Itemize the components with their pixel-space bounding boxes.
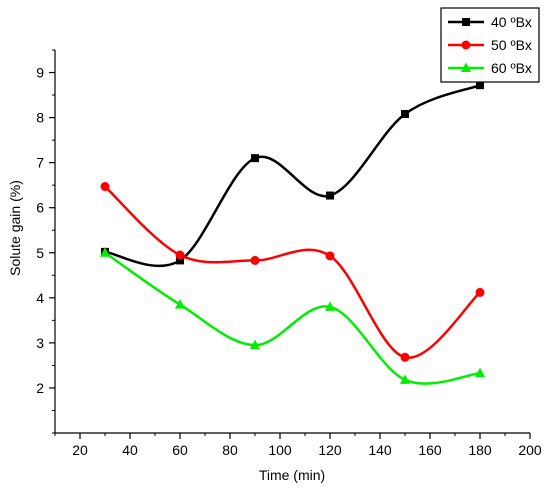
data-point xyxy=(475,287,485,297)
series-3 xyxy=(100,247,485,385)
x-axis-label: Time (min) xyxy=(259,467,325,483)
x-tick-label: 100 xyxy=(268,442,292,458)
data-point xyxy=(100,247,110,257)
legend-entry: 60 ºBx xyxy=(448,60,532,76)
x-tick-label: 80 xyxy=(222,442,238,458)
y-ticks: 2 3 4 5 6 7 8 9 xyxy=(36,49,55,434)
data-point xyxy=(251,154,259,163)
data-point xyxy=(100,182,110,192)
legend-entry: 50 ºBx xyxy=(448,37,532,53)
legend-label: 50 ºBx xyxy=(491,37,532,53)
data-point xyxy=(475,367,485,378)
legend-marker xyxy=(461,40,471,50)
y-tick-label: 2 xyxy=(36,380,44,396)
legend-marker xyxy=(461,62,471,72)
series-line xyxy=(104,185,481,359)
series-2 xyxy=(100,182,485,362)
y-tick-label: 9 xyxy=(36,65,44,81)
data-point xyxy=(175,299,185,309)
data-point xyxy=(476,81,484,90)
series-line xyxy=(104,251,481,385)
y-axis-label: Solute gain (%) xyxy=(7,180,23,276)
data-point xyxy=(250,339,260,350)
x-tick-label: 180 xyxy=(468,442,492,458)
data-point xyxy=(401,109,409,118)
x-ticks: 20 40 60 80 100 120 140 160 180 200 xyxy=(54,433,542,458)
series-line xyxy=(104,83,481,267)
legend-marker xyxy=(462,18,470,26)
data-point xyxy=(400,374,410,384)
y-tick-label: 7 xyxy=(36,155,44,171)
data-point xyxy=(325,301,335,311)
y-tick-label: 3 xyxy=(36,335,44,351)
x-tick-label: 60 xyxy=(172,442,188,458)
data-point xyxy=(175,250,185,260)
x-tick-label: 160 xyxy=(418,442,442,458)
legend-entry: 40 ºBx xyxy=(448,14,532,30)
series-layer xyxy=(100,81,485,385)
x-tick-label: 40 xyxy=(122,442,138,458)
y-tick-label: 5 xyxy=(36,245,44,261)
data-point xyxy=(176,256,184,265)
y-tick-label: 8 xyxy=(36,110,44,126)
data-point xyxy=(326,191,334,200)
data-point xyxy=(325,251,335,261)
legend: 40 ºBx 50 ºBx 60 ºBx xyxy=(440,7,540,83)
plot-area xyxy=(54,50,530,434)
legend-label: 60 ºBx xyxy=(491,60,532,76)
y-tick-label: 6 xyxy=(36,200,44,216)
legend-label: 40 ºBx xyxy=(491,14,532,30)
x-tick-label: 140 xyxy=(368,442,392,458)
x-tick-label: 120 xyxy=(318,442,342,458)
data-point xyxy=(400,352,410,362)
series-1 xyxy=(101,81,484,267)
data-point xyxy=(250,255,260,265)
x-tick-label: 200 xyxy=(518,442,542,458)
x-tick-label: 20 xyxy=(72,442,88,458)
y-tick-label: 4 xyxy=(36,290,44,306)
